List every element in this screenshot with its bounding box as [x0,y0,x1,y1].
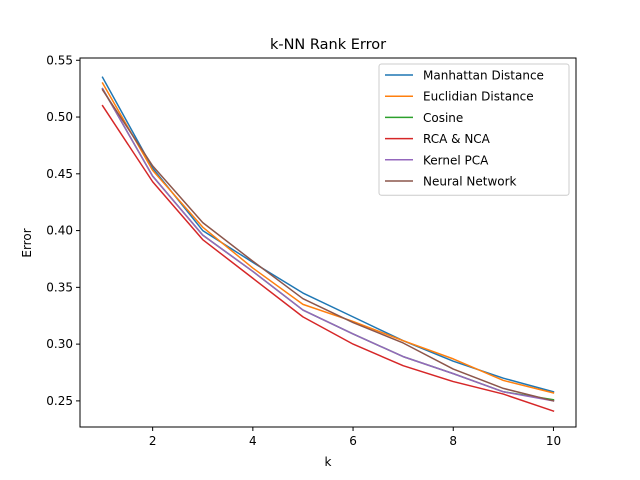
y-tick-label: 0.40 [46,224,73,238]
series-line-kernel-pca [101,87,555,402]
x-tick-label: 2 [149,434,157,448]
legend-label: Manhattan Distance [423,69,544,83]
legend-label: Euclidian Distance [423,90,534,104]
y-tick-label: 0.30 [46,337,73,351]
x-tick-label: 4 [249,434,257,448]
legend: Manhattan Distance Euclidian Distance Cosi… [378,63,570,196]
x-axis-title: k [325,455,332,469]
series-line-euclidian-distance [101,81,555,394]
plot-area [101,76,555,413]
x-tick-label: 10 [546,434,561,448]
y-tick-label: 0.55 [46,53,73,67]
y-tick-label: 0.50 [46,110,73,124]
y-tick-label: 0.25 [46,394,73,408]
series-line-neural-network [101,88,555,402]
x-tick-label: 8 [449,434,457,448]
legend-label: Cosine [423,111,463,125]
series-line-rca-nca [101,104,555,413]
y-axis-title: Error [20,228,34,257]
legend-label: RCA & NCA [423,132,491,146]
legend-label: Kernel PCA [423,153,489,167]
legend-box [378,63,570,196]
x-tick-label: 6 [349,434,357,448]
y-axis: 0.25 0.30 0.35 0.40 0.45 0.50 0.55 [46,53,80,408]
legend-label: Neural Network [423,175,517,189]
y-tick-label: 0.45 [46,167,73,181]
x-axis: 2 4 6 8 10 [149,427,561,448]
y-tick-label: 0.35 [46,280,73,294]
chart-title: k-NN Rank Error [270,37,386,53]
axes-frame [79,57,577,428]
